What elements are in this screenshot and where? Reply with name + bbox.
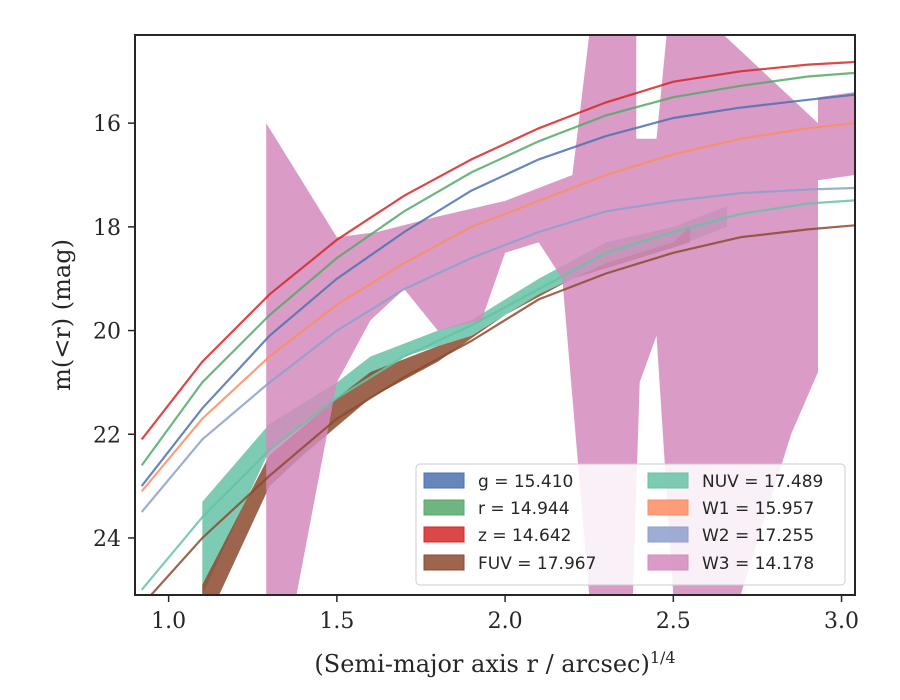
- legend-swatch: [647, 472, 689, 489]
- x-axis-label: (Semi-major axis r / arcsec)1/4: [314, 648, 675, 678]
- legend-label: r = 14.944: [478, 499, 570, 519]
- series-line-z: [140, 60, 855, 441]
- series-line-w2: [140, 186, 855, 513]
- y-tick-label: 16: [93, 112, 121, 137]
- legend-label: z = 14.642: [478, 526, 571, 546]
- legend-swatch: [423, 499, 465, 516]
- x-axis-label-exponent: 1/4: [650, 648, 676, 667]
- plot-frame: [134, 34, 856, 596]
- y-tick-label: 22: [93, 423, 121, 448]
- legend-swatch: [423, 554, 465, 571]
- bands-layer: [202, 35, 855, 595]
- y-tick-label: 20: [93, 320, 121, 345]
- legend-swatch: [423, 472, 465, 489]
- x-tick-label: 1.0: [151, 609, 186, 634]
- x-axis: 1.0 1.5 2.0 2.5 3.0: [151, 595, 859, 634]
- legend-frame: [415, 463, 846, 586]
- plot-area: [140, 35, 855, 595]
- legend-swatch: [647, 554, 689, 571]
- legend-label: g = 15.410: [478, 472, 573, 492]
- curves-layer: [140, 60, 855, 595]
- legend-label: FUV = 17.967: [478, 554, 596, 574]
- legend-label: W3 = 14.178: [702, 554, 814, 574]
- series-line-fuv: [149, 224, 855, 595]
- legend-label: NUV = 17.489: [702, 472, 823, 492]
- y-tick-label: 18: [93, 216, 121, 241]
- legend-swatch: [647, 499, 689, 516]
- band-w3: [266, 35, 855, 595]
- series-line-r: [140, 71, 855, 467]
- x-tick-label: 3.0: [824, 609, 859, 634]
- y-axis: 16 18 20 22 24: [93, 112, 135, 552]
- y-tick-label: 24: [93, 527, 121, 552]
- legend-label: W2 = 17.255: [702, 526, 814, 546]
- legend-swatch: [647, 526, 689, 543]
- y-axis-label: m(<r) (mag): [48, 239, 76, 391]
- legend: g = 15.410 r = 14.944 z = 14.642 FUV = 17.9…: [415, 463, 846, 586]
- x-tick-label: 2.5: [656, 609, 691, 634]
- series-line-nuv: [140, 199, 855, 591]
- x-tick-label: 2.0: [488, 609, 523, 634]
- series-line-w1: [140, 122, 855, 493]
- legend-label: W1 = 15.957: [702, 499, 814, 519]
- x-tick-label: 1.5: [319, 609, 354, 634]
- legend-swatch: [423, 526, 465, 543]
- series-line-g: [140, 93, 855, 487]
